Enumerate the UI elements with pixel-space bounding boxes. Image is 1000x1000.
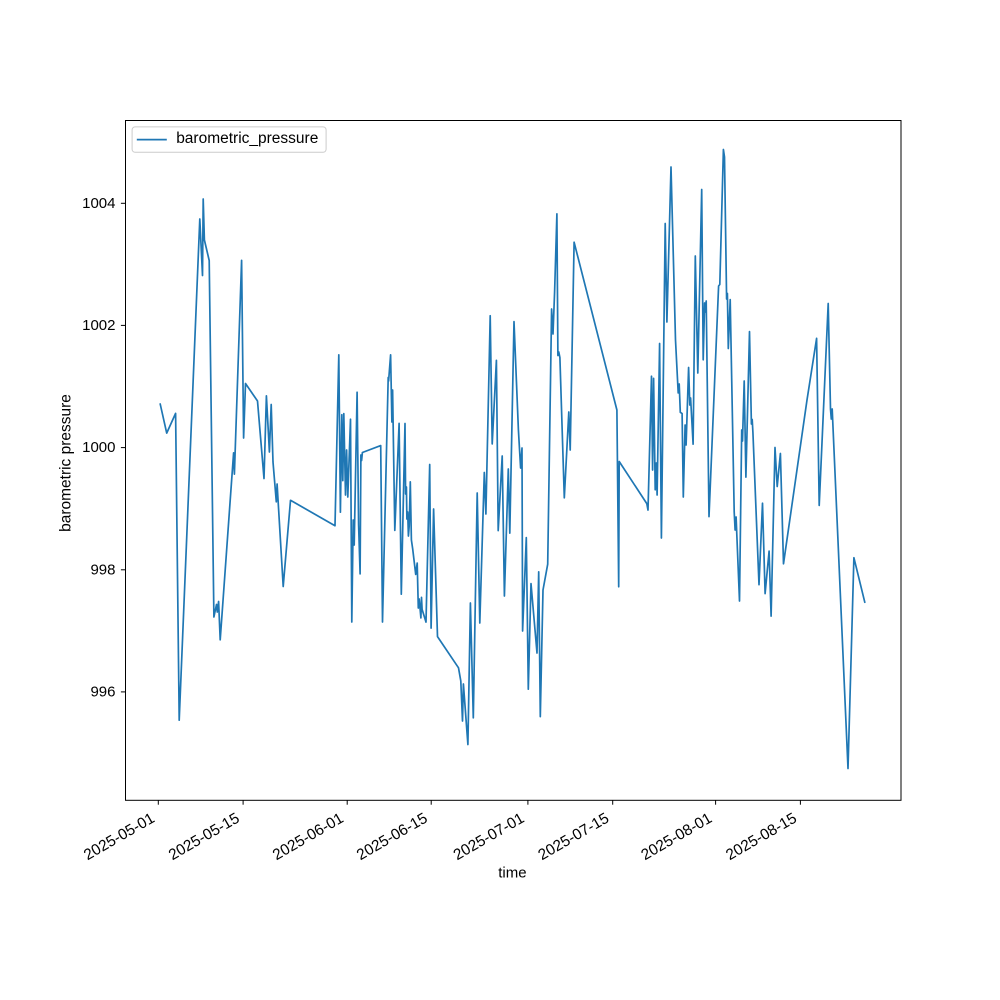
svg-text:time: time xyxy=(498,865,526,882)
svg-text:998: 998 xyxy=(90,561,115,578)
svg-text:1000: 1000 xyxy=(82,439,115,456)
svg-text:1004: 1004 xyxy=(82,195,115,212)
svg-text:1002: 1002 xyxy=(82,317,115,334)
svg-text:996: 996 xyxy=(90,683,115,700)
svg-text:barometric pressure: barometric pressure xyxy=(58,394,75,532)
svg-text:barometric_pressure: barometric_pressure xyxy=(176,130,318,147)
